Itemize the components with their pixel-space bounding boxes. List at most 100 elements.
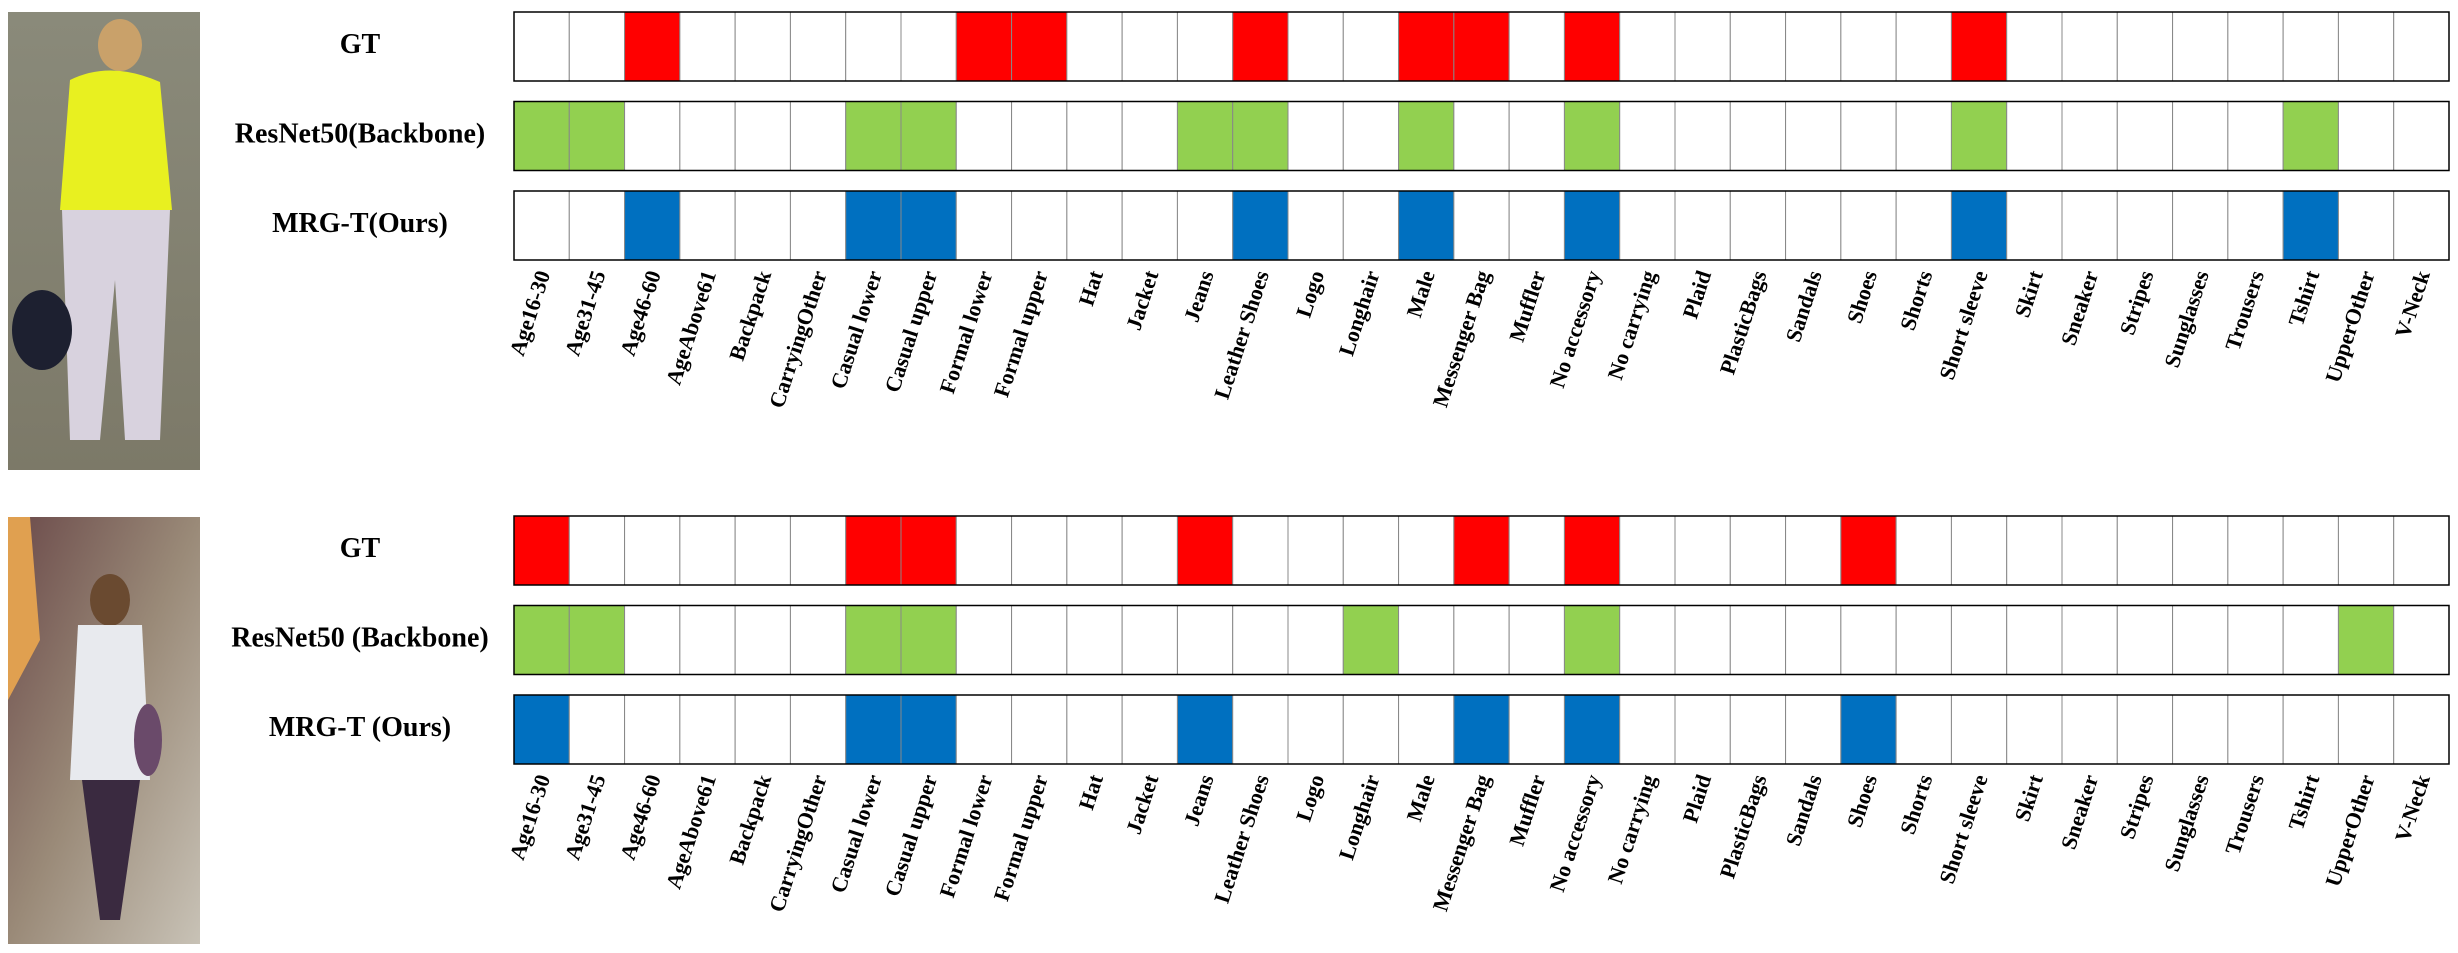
cell	[1176, 694, 1234, 765]
cell	[1066, 11, 1123, 82]
attribute-label: CarryingOther	[764, 771, 832, 915]
attribute-label: Backpack	[724, 267, 777, 364]
cell	[679, 101, 736, 171]
attribute-label: Hat	[1073, 267, 1108, 309]
attribute-label: Jacket	[1121, 771, 1164, 837]
cell	[1563, 11, 1621, 82]
person-image-2	[8, 517, 200, 944]
cell	[1563, 190, 1621, 261]
cell	[2061, 515, 2118, 586]
attribute-label: Stripes	[2114, 267, 2158, 338]
cell	[513, 515, 570, 586]
cell	[1950, 190, 2008, 261]
cell	[1342, 190, 1400, 261]
cell	[568, 190, 626, 261]
attribute-label: Age16-30	[504, 267, 555, 358]
cell	[1674, 11, 1731, 82]
cell	[955, 190, 1013, 261]
cell	[845, 515, 902, 586]
cell	[2337, 190, 2395, 261]
cell	[1674, 190, 1731, 261]
attribute-label: Jeans	[1179, 267, 1219, 325]
attribute-label: V-Neck	[2390, 771, 2435, 845]
cell	[2172, 190, 2229, 261]
cell	[900, 101, 957, 171]
cell	[1950, 605, 2008, 675]
cell	[1619, 11, 1676, 82]
cell	[1066, 101, 1123, 171]
cell	[2116, 605, 2174, 675]
cell	[845, 190, 902, 261]
cell	[1066, 605, 1123, 675]
cell	[1342, 11, 1400, 82]
attribute-label: Muffler	[1504, 771, 1550, 849]
person-image-1	[8, 12, 200, 470]
cell	[624, 515, 681, 586]
cell	[1895, 605, 1952, 675]
cell	[1453, 694, 1510, 765]
cell	[2172, 694, 2229, 765]
cell	[624, 694, 681, 765]
attribute-label: Logo	[1291, 771, 1330, 824]
cell	[679, 515, 736, 586]
cell	[1176, 190, 1234, 261]
cell	[2006, 694, 2063, 765]
cell	[1840, 605, 1897, 675]
attribute-label: Trousers	[2220, 771, 2269, 857]
cell	[1895, 11, 1952, 82]
cell	[1121, 694, 1178, 765]
cell	[513, 101, 570, 171]
cell	[900, 694, 957, 765]
cell	[1011, 515, 1068, 586]
cell	[1342, 694, 1400, 765]
attribute-label: Age31-45	[560, 771, 611, 862]
cell	[1287, 605, 1344, 675]
attribute-label: No carrying	[1602, 771, 1661, 886]
cell	[1232, 11, 1289, 82]
cell	[1453, 11, 1510, 82]
attribute-label: Jeans	[1179, 771, 1219, 829]
cell	[789, 190, 847, 261]
row-label: MRG-T(Ours)	[272, 208, 448, 239]
cell	[1011, 101, 1068, 171]
cell	[955, 515, 1013, 586]
attribute-label: Longhair	[1334, 267, 1385, 359]
cell	[1011, 694, 1068, 765]
cell	[1729, 694, 1787, 765]
cell	[1398, 515, 1455, 586]
cell	[2337, 515, 2395, 586]
cell	[1176, 101, 1234, 171]
cell	[1619, 101, 1676, 171]
attribute-label: Tshirt	[2283, 771, 2324, 833]
attribute-label: UpperOther	[2320, 267, 2380, 385]
cell	[2061, 101, 2118, 171]
cell	[2282, 190, 2339, 261]
cell	[2337, 694, 2395, 765]
attribute-label: CarryingOther	[764, 267, 832, 411]
attribute-label: Plaid	[1677, 771, 1716, 825]
cell	[1674, 694, 1731, 765]
cell	[513, 11, 570, 82]
attribute-label: Stripes	[2114, 771, 2158, 842]
cell	[1895, 515, 1952, 586]
cell	[1066, 694, 1123, 765]
attribute-label: Trousers	[2220, 267, 2269, 353]
cell	[568, 11, 626, 82]
attribute-label: Longhair	[1334, 771, 1385, 863]
cell	[1011, 605, 1068, 675]
cell	[1785, 694, 1842, 765]
attribute-label: Age46-60	[615, 267, 666, 358]
attribute-label: Formal upper	[988, 267, 1052, 400]
attribute-label: Skirt	[2009, 771, 2048, 825]
cell	[955, 11, 1013, 82]
cell	[1011, 11, 1068, 82]
cell	[1398, 11, 1455, 82]
attribute-label: Casual lower	[825, 771, 887, 896]
cell	[513, 605, 570, 675]
cell	[2227, 11, 2284, 82]
attribute-label: Skirt	[2009, 267, 2048, 321]
attribute-label: No accessory	[1544, 771, 1605, 894]
cell	[2393, 101, 2450, 171]
cell	[789, 605, 847, 675]
cell	[2172, 515, 2229, 586]
